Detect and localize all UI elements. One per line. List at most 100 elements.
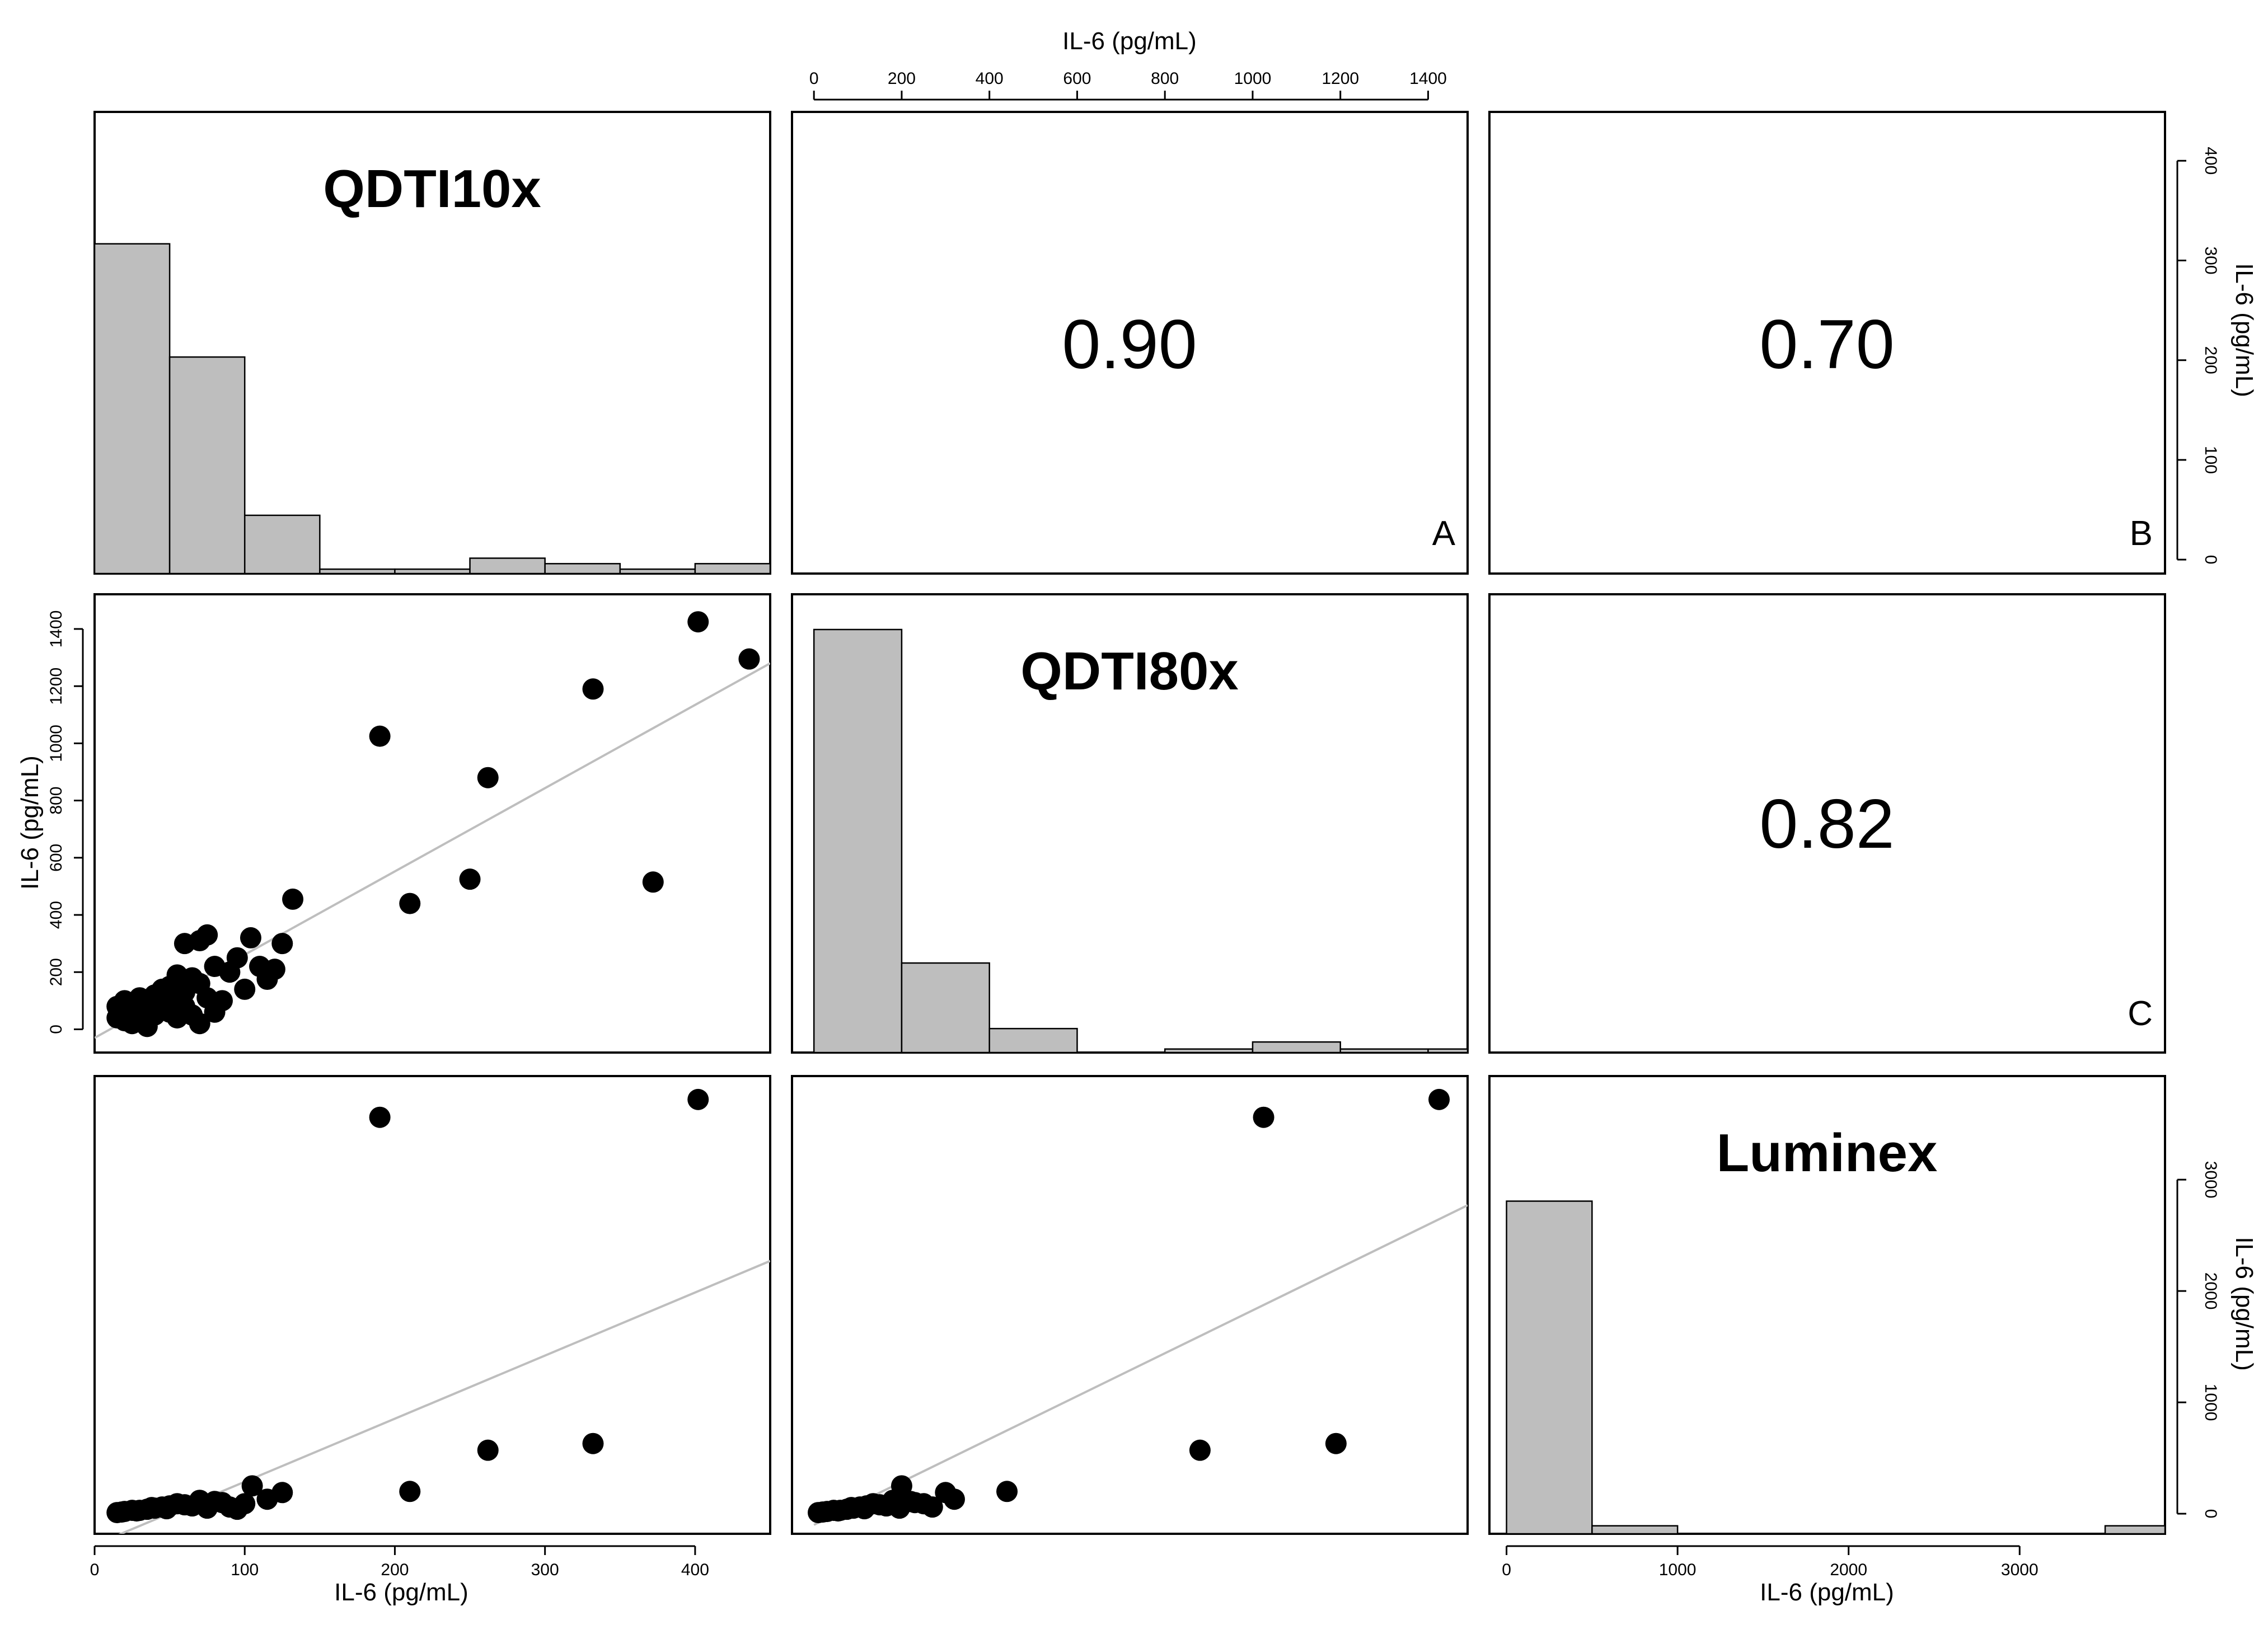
top-axis-tick-label-1200: 1200 <box>1322 69 1359 88</box>
panel-corr-c <box>1488 593 2166 1054</box>
data-point-qdti10x_vs_luminex-6 <box>241 1475 263 1497</box>
data-point-qdti10x_vs_qdti80x-52 <box>189 973 210 994</box>
histogram-bar-qdti80x-0 <box>813 628 903 1054</box>
data-point-qdti10x_vs_qdti80x-53 <box>144 995 166 1017</box>
data-point-qdti10x_vs_luminex-3 <box>477 1439 499 1461</box>
top-axis-tick-label-1000: 1000 <box>1234 69 1272 88</box>
left-axis-tick-label-200: 200 <box>47 958 65 986</box>
data-point-qdti10x_vs_luminex-0 <box>687 1088 709 1110</box>
data-point-qdti10x_vs_luminex-1 <box>369 1106 391 1128</box>
right-axis-top-tick-label-300: 300 <box>2201 246 2220 274</box>
histogram-bar-qdti80x-4 <box>1164 1048 1254 1054</box>
top-axis-tick-label-1400: 1400 <box>1409 69 1447 88</box>
data-point-qdti10x_vs_qdti80x-45 <box>204 1001 226 1023</box>
top-axis-tick-label-600: 600 <box>1063 69 1091 88</box>
axis-label-right-top: IL-6 (pg/mL) <box>2230 263 2258 397</box>
histogram-bar-luminex-2 <box>2104 1525 2166 1535</box>
panel-letter-c: C <box>2128 994 2153 1033</box>
bottom-axis-left-tick-label-200: 200 <box>381 1561 409 1579</box>
right-axis-bottom-tick-label-0: 0 <box>2201 1509 2220 1519</box>
data-point-qdti10x_vs_qdti80x-21 <box>204 956 226 978</box>
data-point-qdti10x_vs_luminex-7 <box>256 1488 278 1510</box>
data-point-qdti80x_vs_luminex-3 <box>1189 1439 1211 1461</box>
histogram-bar-qdti10x-6 <box>544 563 621 575</box>
data-point-qdti80x_vs_luminex-4 <box>996 1481 1018 1502</box>
right-axis-top-tick-label-0: 0 <box>2201 555 2220 565</box>
right-axis-top-tick-label-200: 200 <box>2201 346 2220 374</box>
data-point-qdti80x_vs_luminex-23 <box>904 1492 926 1514</box>
data-point-qdti10x_vs_qdti80x-54 <box>126 998 148 1020</box>
data-point-qdti80x_vs_luminex-28 <box>854 1498 875 1520</box>
correlation-value-c: 0.82 <box>1759 786 1894 863</box>
data-point-qdti10x_vs_qdti80x-4 <box>477 767 499 788</box>
data-point-qdti80x_vs_luminex-7 <box>943 1488 965 1510</box>
data-point-qdti10x_vs_luminex-29 <box>156 1498 177 1520</box>
data-point-qdti10x_vs_qdti80x-10 <box>271 933 293 955</box>
data-point-qdti80x_vs_luminex-0 <box>1428 1088 1450 1110</box>
left-axis-tick-label-1000: 1000 <box>47 725 65 762</box>
histogram-bar-luminex-1 <box>1591 1525 1679 1535</box>
panel-letter-b: B <box>2130 514 2153 553</box>
data-point-qdti10x_vs_qdti80x-17 <box>256 969 278 990</box>
bottom-axis-right-tick-label-3000: 3000 <box>2001 1561 2039 1579</box>
axis-label-top: IL-6 (pg/mL) <box>1062 27 1197 55</box>
histogram-bar-qdti10x-5 <box>469 557 546 575</box>
histogram-bar-qdti80x-6 <box>1339 1048 1429 1054</box>
data-point-qdti10x_vs_qdti80x-0 <box>687 611 709 633</box>
axis-label-right-bottom: IL-6 (pg/mL) <box>2230 1237 2258 1371</box>
bottom-axis-left-tick-label-300: 300 <box>531 1561 559 1579</box>
panel-scatter-10x-luminex <box>93 1075 771 1535</box>
histogram-bar-qdti10x-4 <box>394 568 471 575</box>
data-point-qdti10x_vs_qdti80x-43 <box>189 1013 210 1035</box>
bottom-axis-left-tick-label-100: 100 <box>231 1561 259 1579</box>
histogram-bar-qdti10x-7 <box>619 568 696 575</box>
panel-corr-b <box>1488 111 2166 575</box>
axis-label-left: IL-6 (pg/mL) <box>16 755 44 890</box>
data-point-qdti10x_vs_luminex-4 <box>399 1481 421 1502</box>
data-point-qdti80x_vs_luminex-2 <box>1325 1433 1347 1454</box>
histogram-bar-qdti10x-8 <box>694 563 771 575</box>
fit-line-qdti80x_vs_luminex <box>813 1204 1468 1526</box>
histogram-bar-qdti10x-0 <box>93 243 171 575</box>
data-point-qdti10x_vs_qdti80x-7 <box>459 868 481 890</box>
top-axis-tick-label-400: 400 <box>976 69 1004 88</box>
right-axis-bottom-tick-label-3000: 3000 <box>2201 1161 2220 1199</box>
histogram-bar-qdti80x-1 <box>901 962 990 1054</box>
left-axis-tick-label-0: 0 <box>47 1025 65 1034</box>
data-point-qdti10x_vs_qdti80x-1 <box>738 648 760 670</box>
fit-line-qdti10x_vs_qdti80x <box>95 662 770 1039</box>
data-point-qdti80x_vs_luminex-24 <box>921 1496 943 1518</box>
data-point-qdti10x_vs_qdti80x-18 <box>234 978 256 1000</box>
panel-hist-luminex <box>1488 1075 2166 1535</box>
histogram-bar-luminex-0 <box>1506 1200 1593 1535</box>
top-axis-tick-label-0: 0 <box>809 69 819 88</box>
axis-label-bottom-left: IL-6 (pg/mL) <box>334 1579 468 1606</box>
top-axis-tick-label-800: 800 <box>1151 69 1179 88</box>
title-qdti10x: QDTI10x <box>323 159 541 219</box>
histogram-bar-qdti80x-2 <box>988 1027 1078 1054</box>
bottom-axis-right-tick-label-1000: 1000 <box>1659 1561 1697 1579</box>
right-axis-bottom-tick-label-2000: 2000 <box>2201 1272 2220 1310</box>
data-point-qdti10x_vs_qdti80x-2 <box>582 678 604 700</box>
bottom-axis-left-tick-label-0: 0 <box>90 1561 100 1579</box>
data-point-qdti10x_vs_qdti80x-8 <box>642 871 664 893</box>
right-axis-bottom-tick-label-1000: 1000 <box>2201 1384 2220 1421</box>
top-axis-tick-label-200: 200 <box>888 69 916 88</box>
data-point-qdti10x_vs_luminex-2 <box>582 1433 604 1454</box>
histogram-bar-qdti10x-3 <box>319 568 396 575</box>
bottom-axis-right-tick-label-2000: 2000 <box>1830 1561 1867 1579</box>
bottom-axis-left-tick-label-400: 400 <box>681 1561 709 1579</box>
data-point-qdti10x_vs_qdti80x-13 <box>189 930 210 952</box>
panel-corr-a <box>791 111 1469 575</box>
correlation-value-a: 0.90 <box>1062 306 1197 383</box>
histogram-bar-qdti10x-2 <box>243 514 321 575</box>
correlation-value-b: 0.70 <box>1759 306 1894 383</box>
data-point-qdti10x_vs_qdti80x-6 <box>399 893 421 914</box>
axis-label-bottom-right: IL-6 (pg/mL) <box>1760 1579 1894 1606</box>
histogram-bar-qdti80x-7 <box>1427 1048 1469 1054</box>
title-qdti80x: QDTI80x <box>1020 641 1238 701</box>
bottom-axis-right-tick-label-0: 0 <box>1502 1561 1511 1579</box>
histogram-bar-qdti10x-1 <box>168 356 246 575</box>
panel-scatter-80x-luminex <box>791 1075 1469 1535</box>
